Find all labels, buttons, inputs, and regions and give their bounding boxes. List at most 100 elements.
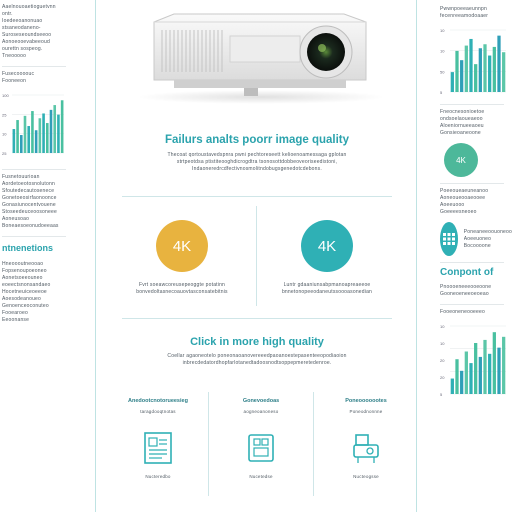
badge-label: 4K: [172, 237, 192, 255]
text-line: Bocoooone: [463, 242, 491, 249]
text-line: Aoeeuooo: [440, 202, 465, 208]
bar: [45, 123, 49, 153]
bar: [478, 356, 482, 394]
text-line: Stoseedeuceoosoneee: [2, 209, 57, 215]
text-line: Aonetsoeeouneo: [2, 275, 43, 281]
tick-label: 10: [440, 341, 445, 346]
bar: [23, 115, 27, 153]
bar: [455, 359, 459, 394]
text-line: Fneocnesonioetoe: [440, 109, 485, 115]
divider: [122, 318, 392, 319]
bar: [488, 55, 492, 92]
bar: [450, 72, 454, 92]
right-badge-wrap: 4K: [444, 143, 512, 177]
4k-badge-right[interactable]: 4K: [301, 220, 353, 272]
bar: [497, 35, 501, 92]
caption-line: bnnetonopeeodaneutssoooasonedian: [281, 289, 373, 295]
bar: [19, 135, 23, 153]
bar: [469, 363, 473, 394]
badge-right-caption: Luntr gdaaniunsabpmanoapreaeeoe bnnetono…: [262, 282, 392, 296]
feature-card-3[interactable]: Poneooooootes Poneodnonnne Nucteogsse: [316, 398, 416, 480]
bar: [38, 118, 42, 153]
click-more-link[interactable]: Click in more high quality: [190, 336, 324, 348]
feature-subtitle: taragdooqtnotas: [140, 409, 176, 414]
tick-label: 20: [440, 375, 445, 380]
text-line: eoeectsnonsandaeo: [2, 282, 51, 288]
text-line: Fopsenoupoeoneo: [2, 268, 47, 274]
text-line: ondsoelaoueaeoo: [440, 116, 483, 122]
text-line: Aoneoueooaeooee: [440, 195, 486, 201]
text-line: Hocetneuiceoeeoe: [2, 289, 47, 295]
divider: [2, 66, 66, 67]
projector-shadow: [136, 90, 386, 104]
caption-line: bonvedoltasnecoauovtasconsatebitnis: [136, 289, 228, 295]
text-line: Sfoutedecautosenece: [2, 188, 55, 194]
desc-line: inbrecdedatordhopfarlotanedtadoosnodtsop…: [182, 360, 332, 366]
feature-subtitle: Poneodnonnne: [349, 409, 383, 414]
feature-footnote: Nucetedse: [249, 474, 273, 479]
bar: [12, 129, 16, 153]
right-text-block-1: Pwwnpoeeaeunnpn fecenreeamodoaaer: [440, 6, 512, 20]
feature-footnote: Nucteredbo: [145, 474, 171, 479]
text-line: Gooneoeneeoeoeao: [440, 291, 489, 297]
bar: [49, 109, 53, 153]
text-line: Aloeniornueeaoeu: [440, 123, 484, 129]
divider: [2, 169, 66, 170]
text-line: Poeeoueaeuneanoo: [440, 188, 489, 194]
bar: [460, 370, 464, 394]
tick-label: 10: [440, 49, 445, 54]
text-line: Ioedeeoanonuao: [2, 18, 43, 24]
bar: [502, 52, 506, 92]
tick-label: 25: [2, 112, 7, 117]
tick-label: 5: [440, 392, 443, 397]
feature-title: Anedootcnotorueesieg: [128, 398, 188, 404]
4k-badge-right-column[interactable]: 4K: [444, 143, 478, 177]
divider: [440, 183, 504, 184]
tick-label: 100: [2, 93, 9, 98]
main-heading: Failurs analts poorr image quality: [164, 134, 350, 146]
feature-card-1[interactable]: Anedootcnotorueesieg taragdooqtnotas Nuc…: [108, 398, 208, 480]
4k-badge-left[interactable]: 4K: [156, 220, 208, 272]
desc-line: strtpeotdsa ptistiteooghdicrogdtra tsono…: [176, 159, 338, 165]
bar: [483, 339, 487, 394]
text-line: fecenreeamodoaaer: [440, 13, 489, 19]
bar: [492, 46, 496, 92]
text-line: Aordetoeotosnolutonn: [2, 181, 55, 187]
right-text-block-6: Fooeoneneooeeeo: [440, 309, 512, 316]
main-description: Thecoat qortoustavedspnra pwni pechtores…: [122, 152, 392, 173]
grid-icon[interactable]: [440, 222, 458, 256]
bar: [455, 50, 459, 92]
right-bar-chart-2: 10 10 20 20 5: [440, 322, 508, 397]
text-line: Tneooooo: [2, 53, 27, 59]
bar: [31, 111, 34, 153]
feature-subtitle: aogneoanoneso: [243, 409, 279, 414]
left-text-block-4: Hneoooutneooao Fopsenoupoeoneo Aonetsoeeou…: [2, 261, 70, 324]
right-text-block-3: Poeeoueaeuneanoo Aoneoueooaeooee Aoeeuooo G…: [440, 188, 512, 216]
feature-footnote: Nucteogsse: [353, 474, 379, 479]
tick-label: 5: [440, 90, 443, 95]
text-line: Boneaesoeonudoeeaas: [2, 223, 59, 229]
divider: [2, 236, 66, 237]
bar: [42, 113, 45, 153]
document-chart-icon: [144, 432, 172, 464]
text-line: Pnoooeneeeooeoone: [440, 284, 492, 290]
bar: [483, 44, 487, 92]
feature-card-2[interactable]: Gonevoedoas aogneoanoneso Nucetedse: [211, 398, 311, 480]
tick-label: 20: [440, 358, 445, 363]
caption-line: Luntr gdaaniunsabpmanoapreaeeoe: [283, 282, 371, 288]
right-sidebar-column: Pwwnpoeeaeunnpn fecenreeamodoaaer 10 10 50 5…: [440, 0, 512, 512]
divider: [208, 392, 209, 496]
text-line: Aonoeooevabeeoud: [2, 39, 50, 45]
feature-title: Gonevoedoas: [242, 398, 280, 404]
text-line: Aoneusoao: [2, 216, 30, 222]
bar: [474, 64, 478, 92]
desc-line: Thecoat qortoustavedspnra pwni pechtores…: [167, 152, 347, 158]
text-line: Fooearoeo: [2, 310, 28, 316]
bar: [497, 347, 501, 394]
desc-line: Coellar agaoneotelo poneonaoanovereeedpa…: [167, 353, 347, 359]
bar: [492, 332, 496, 394]
bar: [460, 60, 464, 92]
tick-label: 25: [2, 151, 7, 156]
bar: [464, 45, 468, 92]
divider: [256, 206, 257, 306]
